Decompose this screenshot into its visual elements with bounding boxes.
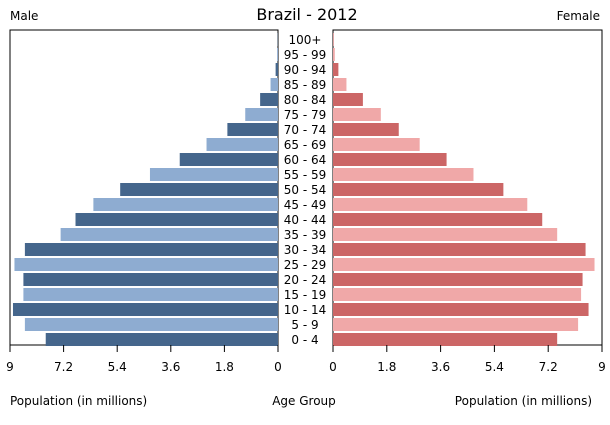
male-bar (12, 303, 278, 316)
female-bar (333, 123, 399, 136)
male-bar (75, 213, 278, 226)
male-bar (206, 138, 278, 151)
age-group-label: 90 - 94 (284, 63, 327, 77)
tick-label: 1.8 (377, 360, 396, 374)
tick-label: 9 (6, 360, 14, 374)
age-group-label: 25 - 29 (284, 258, 327, 272)
male-bar (227, 123, 278, 136)
male-bar (275, 63, 278, 76)
female-bar (333, 108, 381, 121)
female-bars (333, 33, 595, 346)
age-group-label: 70 - 74 (284, 123, 327, 137)
age-group-label: 35 - 39 (284, 228, 327, 242)
male-bar (24, 318, 279, 331)
tick-label: 9 (598, 360, 606, 374)
male-bar (93, 198, 278, 211)
age-group-label: 55 - 59 (284, 168, 327, 182)
female-bar (333, 228, 558, 241)
age-group-label: 5 - 9 (291, 318, 318, 332)
tick-label: 7.2 (539, 360, 558, 374)
age-group-label: 85 - 89 (284, 78, 327, 92)
tick-label: 0 (274, 360, 282, 374)
age-group-label: 65 - 69 (284, 138, 327, 152)
age-group-label: 45 - 49 (284, 198, 327, 212)
tick-label: 0 (329, 360, 337, 374)
female-bar (333, 138, 420, 151)
chart-title: Brazil - 2012 (256, 5, 357, 24)
female-bar (333, 213, 543, 226)
left-side-label: Male (10, 9, 38, 23)
tick-label: 3.6 (161, 360, 180, 374)
female-bar (333, 153, 447, 166)
male-bar (245, 108, 278, 121)
male-bar (45, 333, 278, 346)
x-axis-label-center: Age Group (272, 394, 336, 408)
age-group-label: 50 - 54 (284, 183, 327, 197)
female-bar (333, 78, 347, 91)
age-group-label: 20 - 24 (284, 273, 327, 287)
male-bar (260, 93, 278, 106)
male-bar (23, 288, 279, 301)
female-bar (333, 288, 582, 301)
tick-label: 3.6 (431, 360, 450, 374)
female-bar (333, 318, 579, 331)
x-axis-label-left: Population (in millions) (10, 394, 147, 408)
male-bar (270, 78, 278, 91)
age-group-label: 0 - 4 (291, 333, 318, 347)
female-bar (333, 48, 335, 61)
age-group-label: 95 - 99 (284, 48, 327, 62)
female-bar (333, 93, 363, 106)
female-bar (333, 333, 558, 346)
male-bar (60, 228, 278, 241)
male-bar (120, 183, 278, 196)
female-bar (333, 303, 589, 316)
female-bar (333, 63, 339, 76)
male-bars (12, 33, 279, 346)
age-group-label: 15 - 19 (284, 288, 327, 302)
male-bar (24, 243, 279, 256)
male-bar (23, 273, 279, 286)
tick-label: 5.4 (485, 360, 504, 374)
male-bar (14, 258, 278, 271)
right-side-label: Female (557, 9, 600, 23)
female-bar (333, 168, 474, 181)
male-bar (277, 48, 278, 61)
tick-label: 5.4 (108, 360, 127, 374)
female-bar (333, 258, 595, 271)
age-group-label: 100+ (289, 33, 322, 47)
age-group-label: 40 - 44 (284, 213, 327, 227)
female-bar (333, 33, 334, 46)
tick-label: 1.8 (215, 360, 234, 374)
age-group-label: 10 - 14 (284, 303, 327, 317)
x-axis-ticks: 9 7.2 5.4 3.6 1.8 0 0 1.8 3.6 5.4 7.2 9 (6, 345, 606, 374)
age-group-label: 75 - 79 (284, 108, 327, 122)
female-bar (333, 183, 504, 196)
age-group-label: 30 - 34 (284, 243, 327, 257)
female-bar (333, 273, 583, 286)
female-bar (333, 198, 528, 211)
female-bar (333, 243, 586, 256)
male-bar (149, 168, 278, 181)
tick-label: 7.2 (54, 360, 73, 374)
age-group-label: 60 - 64 (284, 153, 327, 167)
age-group-label: 80 - 84 (284, 93, 327, 107)
male-bar (179, 153, 278, 166)
x-axis-label-right: Population (in millions) (455, 394, 592, 408)
